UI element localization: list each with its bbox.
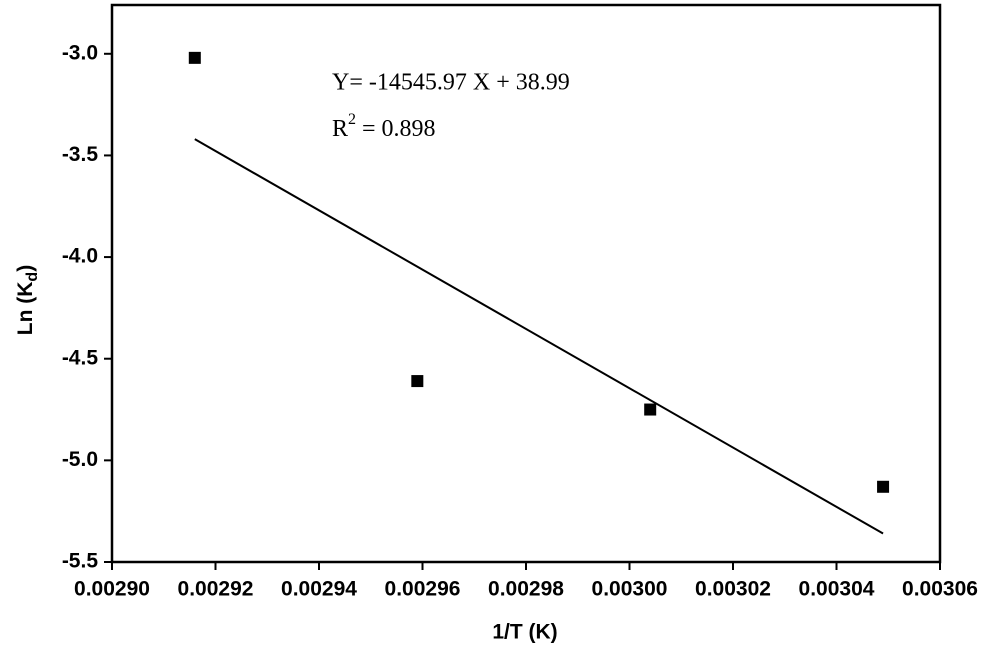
equation: Y= -14545.97 X + 38.99 — [332, 70, 570, 96]
fit-line — [194, 138, 884, 535]
y-tick-label: -5.5 — [62, 550, 99, 573]
y-tick-label: -3.5 — [62, 143, 99, 166]
x-tick-label: 0.00294 — [281, 578, 357, 601]
r2-main: R — [332, 116, 348, 142]
y-axis-label: Ln (Kd) — [14, 265, 42, 335]
y-tick-label: -4.0 — [62, 245, 98, 268]
x-tick-label: 0.00290 — [74, 578, 150, 601]
y-label-sub: d — [24, 272, 41, 282]
x-tick-label: 0.00296 — [385, 578, 461, 601]
y-tick-label: -4.5 — [62, 346, 99, 369]
point — [644, 403, 657, 416]
point — [411, 375, 424, 388]
r2-sup: 2 — [348, 111, 356, 128]
x-tick-label: 0.00298 — [488, 578, 564, 601]
r2-end: = 0.898 — [356, 116, 436, 142]
r-squared: R2 = 0.898 — [332, 111, 436, 142]
x-tick-label: 0.00302 — [695, 578, 771, 601]
y-tick-label: -5.0 — [62, 448, 98, 471]
x-axis-label: 1/T (K) — [492, 621, 557, 644]
x-tick-label: 0.00292 — [178, 578, 254, 601]
point — [877, 480, 890, 493]
y-label-main: Ln (K — [14, 282, 37, 336]
y-label-end: ) — [14, 265, 37, 272]
x-tick-label: 0.00306 — [902, 578, 978, 601]
point — [188, 51, 201, 64]
x-tick-label: 0.00300 — [592, 578, 668, 601]
x-tick-label: 0.00304 — [799, 578, 875, 601]
y-tick-label: -3.0 — [62, 41, 98, 64]
